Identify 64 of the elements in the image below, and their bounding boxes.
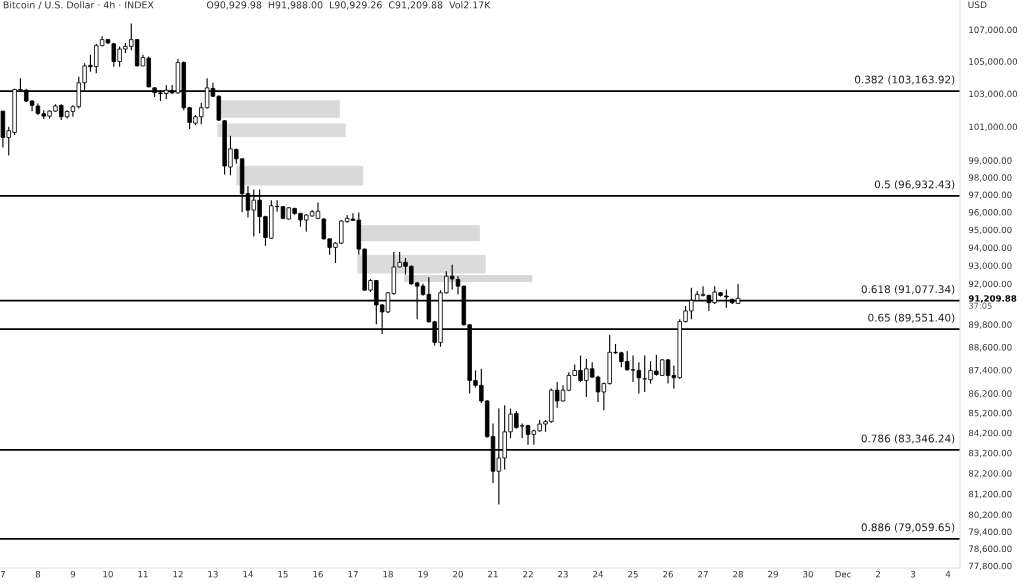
y-tick-label: 94,000.00 [968,244,1012,252]
x-tick-label: 26 [663,570,673,578]
x-tick-label: 11 [138,571,148,578]
x-tick-label: 9 [70,570,76,578]
x-tick-label: 17 [348,571,358,578]
ref-line-label: 0.786 (83,346.24) [861,434,955,444]
y-tick-label: 83,200.00 [968,449,1012,458]
chart-title: Bitcoin / U.S. Dollar · 4h · INDEX [3,1,154,10]
y-tick-label: 88,600.00 [968,344,1012,352]
x-tick-label: 3 [911,570,916,578]
y-tick-label: 85,200.00 [968,409,1012,418]
y-tick-label: 107,000.00 [969,26,1018,34]
ref-line-label: 0.886 (79,059.65) [861,523,955,533]
x-tick-label: 22 [523,570,533,578]
x-tick-label: 12 [173,570,183,578]
ref-line-label: 0.382 (103,163.92) [854,75,955,85]
text: 37:05 [968,302,992,309]
y-tick-label: 99,000.00 [968,157,1012,165]
x-tick-label: 23 [558,570,568,578]
y-tick-label: 79,400.00 [969,528,1012,536]
x-tick-label: 13 [208,570,218,578]
y-tick-label: 87,400.00 [968,366,1012,375]
x-tick-label: 16 [313,570,323,578]
x-tick-label: 7 [0,571,5,578]
y-tick-label: 77,800.00 [969,562,1012,571]
ref-line-label: 0.618 (91,077.34) [861,285,955,295]
x-tick-label: 15 [278,571,288,578]
ref-line-label: 0.65 (89,551.40) [868,313,955,323]
chart-subtitle: O90,929.98 H91,988.00 L90,929.26 C91,209.88 Vol2.17K [206,1,491,10]
x-tick-label: 29 [768,570,778,578]
y-tick-label: 95,000.00 [968,226,1012,235]
y-tick-label: 89,800.00 [968,321,1012,329]
y-axis-title: USD [968,1,987,9]
ref-line-label: 0.5 (96,932.43) [874,180,955,190]
y-tick-label: 93,000.00 [968,262,1012,270]
y-tick-label: 86,200.00 [968,390,1012,398]
x-tick-label: 19 [418,570,428,578]
x-tick-label: 4 [945,571,951,578]
x-tick-label: Dec [835,571,851,578]
x-tick-label: 25 [628,570,638,578]
y-tick-label: 82,200.00 [968,470,1012,478]
y-tick-label: 91,209.88 [968,295,1017,303]
y-tick-label: 103,000.00 [969,90,1018,98]
y-tick-label: 80,200.00 [968,511,1012,519]
x-tick-label: 28 [733,570,743,578]
x-tick-label: 14 [243,571,253,578]
x-tick-label: 8 [35,570,41,578]
x-tick-label: 21 [488,570,498,578]
y-tick-label: 98,000.00 [968,174,1012,182]
y-tick-label: 105,000.00 [969,58,1018,66]
y-tick-label: 84,200.00 [968,429,1012,438]
x-tick-label: 20 [453,570,463,578]
y-tick-label: 81,200.00 [968,490,1012,499]
y-tick-label: 101,000.00 [969,123,1018,131]
x-tick-label: 30 [803,570,813,578]
y-tick-label: 78,600.00 [969,545,1012,553]
x-tick-label: 24 [593,570,604,578]
y-tick-label: 96,000.00 [968,209,1012,217]
y-tick-label: 97,000.00 [968,191,1012,199]
x-tick-label: 10 [103,570,113,578]
x-tick-label: 18 [383,570,393,578]
x-tick-label: 2 [875,570,880,578]
x-tick-label: 27 [698,570,708,578]
y-tick-label: 92,000.00 [968,280,1012,289]
